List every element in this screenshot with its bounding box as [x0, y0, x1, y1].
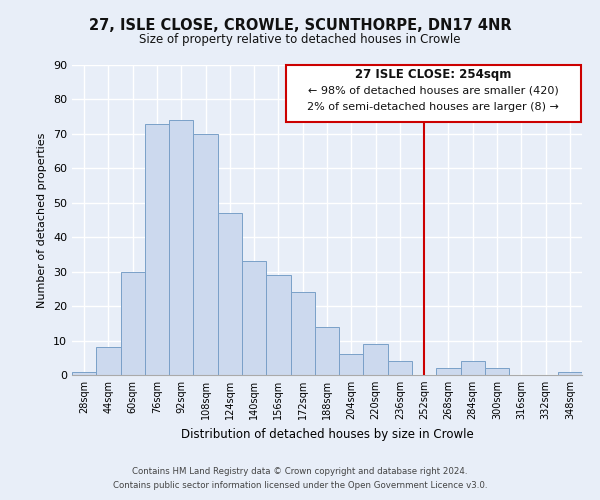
Bar — [485, 368, 509, 375]
FancyBboxPatch shape — [286, 65, 581, 122]
Text: 27 ISLE CLOSE: 254sqm: 27 ISLE CLOSE: 254sqm — [355, 68, 511, 81]
Bar — [121, 272, 145, 375]
Bar — [436, 368, 461, 375]
Y-axis label: Number of detached properties: Number of detached properties — [37, 132, 47, 308]
Text: Contains public sector information licensed under the Open Government Licence v3: Contains public sector information licen… — [113, 481, 487, 490]
Text: 2% of semi-detached houses are larger (8) →: 2% of semi-detached houses are larger (8… — [307, 102, 559, 112]
Bar — [72, 372, 96, 375]
Bar — [145, 124, 169, 375]
Bar — [290, 292, 315, 375]
Text: Contains HM Land Registry data © Crown copyright and database right 2024.: Contains HM Land Registry data © Crown c… — [132, 467, 468, 476]
Text: Size of property relative to detached houses in Crowle: Size of property relative to detached ho… — [139, 32, 461, 46]
Bar — [461, 361, 485, 375]
Bar — [169, 120, 193, 375]
Bar — [388, 361, 412, 375]
Bar — [218, 213, 242, 375]
Bar — [266, 275, 290, 375]
Bar — [364, 344, 388, 375]
Bar — [242, 262, 266, 375]
Bar — [315, 327, 339, 375]
Text: 27, ISLE CLOSE, CROWLE, SCUNTHORPE, DN17 4NR: 27, ISLE CLOSE, CROWLE, SCUNTHORPE, DN17… — [89, 18, 511, 32]
Bar — [339, 354, 364, 375]
Bar — [193, 134, 218, 375]
Bar — [96, 348, 121, 375]
X-axis label: Distribution of detached houses by size in Crowle: Distribution of detached houses by size … — [181, 428, 473, 440]
Bar — [558, 372, 582, 375]
Text: ← 98% of detached houses are smaller (420): ← 98% of detached houses are smaller (42… — [308, 86, 559, 96]
